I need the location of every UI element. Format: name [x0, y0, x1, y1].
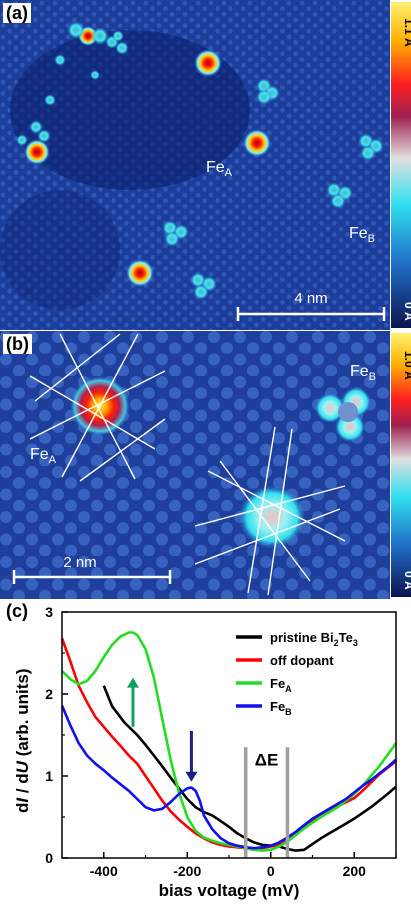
fe-a-adatom: [24, 139, 50, 165]
fe-a-adatom: [243, 129, 271, 157]
stm-panel-a: 4 nm FeA FeB 1.1 Å 0 Å (a): [0, 0, 411, 330]
feature-arrow: [185, 730, 198, 782]
series-line-fea: [61, 631, 398, 852]
feature-arrow: [126, 677, 139, 727]
y-tick-label: 0: [45, 850, 53, 866]
y-axis-label: dI / dU (arb. units): [13, 668, 32, 813]
stm-panel-b: FeA FeB 2 nm 1.0 Å 0 Å (b): [0, 331, 411, 599]
scale-bar-a-label: 4 nm: [294, 290, 327, 307]
legend-label: off dopant: [270, 653, 334, 668]
colorbar-a-max: 1.1 Å: [402, 18, 411, 47]
scale-bar-b-label: 2 nm: [63, 554, 96, 571]
stm-image-b: FeA FeB 2 nm 1.0 Å 0 Å: [0, 331, 411, 599]
didu-chart: -400 -200 0 200 0 1 2 3 bias voltage (mV) dI / …: [13, 604, 398, 900]
fe-a-adatom: [126, 259, 154, 287]
lattice-lines-fe-b: [194, 426, 346, 596]
stm-image-a: 4 nm FeA FeB 1.1 Å 0 Å: [0, 0, 411, 330]
x-tick-label: 0: [267, 863, 275, 879]
colorbar-a: [391, 2, 411, 328]
adsorbate-cluster: [16, 21, 129, 146]
legend-label: pristine Bi2Te3: [270, 630, 358, 648]
fe-b-label: FeB: [350, 363, 376, 383]
fe-b-trimer: [256, 78, 280, 105]
fe-b-trimer: [29, 120, 51, 143]
panel-c-label: (c): [3, 601, 31, 621]
colorbar-a-min: 0 Å: [402, 302, 411, 321]
fe-a-adatom: [194, 49, 222, 77]
legend: pristine Bi2Te3 off dopant FeA FeB: [236, 630, 358, 717]
series-line-pristine-bi2te3: [102, 685, 397, 852]
series-group: [60, 631, 398, 852]
y-tick-label: 1: [45, 768, 53, 784]
spectra-panel-c: -400 -200 0 200 0 1 2 3 bias voltage (mV) dI / …: [0, 600, 411, 903]
colorbar-b-max: 1.0 Å: [402, 351, 411, 380]
fe-a-label: FeA: [206, 159, 233, 179]
legend-label: FeB: [270, 699, 292, 717]
fe-b-trimer: [358, 133, 384, 161]
fe-a-label: FeA: [30, 446, 57, 466]
x-tick-label: -200: [173, 863, 201, 879]
x-tick-label: 200: [343, 863, 367, 879]
y-tick-label: 3: [45, 604, 53, 620]
series-line-off-dopant: [60, 637, 397, 851]
y-tick-label: 2: [45, 686, 53, 702]
lattice-lines-fe-a: [29, 333, 166, 482]
panel-b-label: (b): [3, 334, 32, 354]
legend-label: FeA: [270, 676, 292, 694]
x-axis-label: bias voltage (mV): [159, 881, 300, 900]
fe-b-trimer: [326, 182, 353, 209]
x-tick-label: -400: [90, 863, 118, 879]
panel-a-label: (a): [3, 3, 31, 23]
delta-e-label: ΔE: [255, 750, 279, 769]
fe-b-trimer: [162, 220, 189, 247]
colorbar-b: [391, 333, 411, 597]
fe-b-trimer: [315, 387, 371, 442]
fe-b-adatom: [238, 485, 306, 549]
fe-b-trimer: [190, 272, 217, 300]
series-line-feb: [60, 704, 397, 850]
fe-b-label: FeB: [349, 225, 375, 245]
colorbar-b-min: 0 Å: [402, 571, 411, 590]
